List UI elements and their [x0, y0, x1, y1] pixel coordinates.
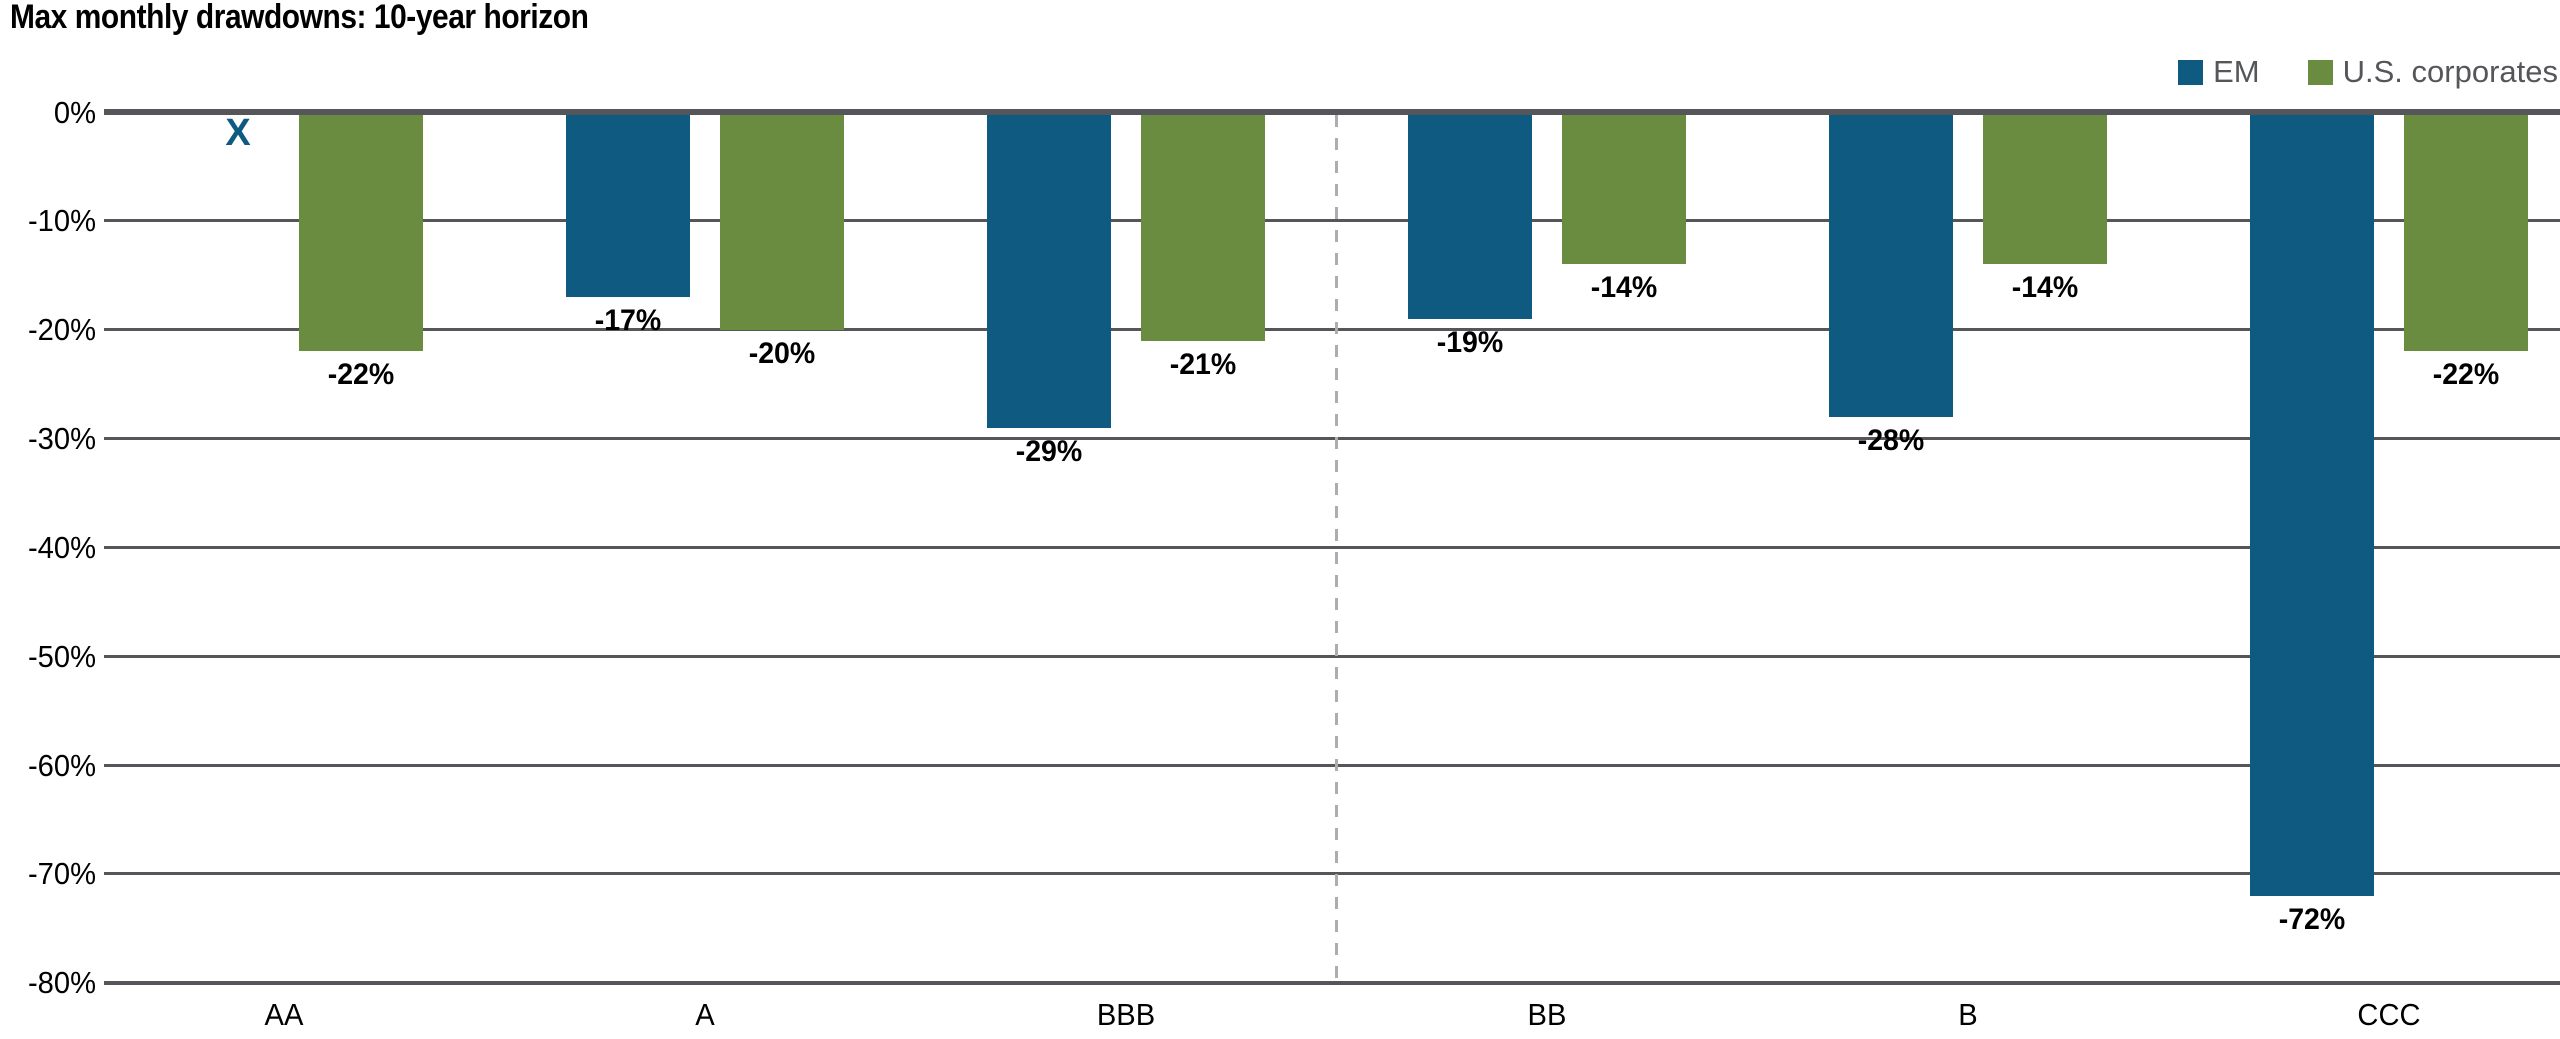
bar-label-u-s-corporates-bb: -14%	[1590, 271, 1658, 305]
y-tick-label-20: -20%	[27, 312, 97, 348]
bar-u-s-corporates-bbb	[1141, 115, 1265, 341]
x-tick-label-ccc: CCC	[2357, 997, 2421, 1032]
x-tick-label-bb: BB	[1527, 997, 1567, 1032]
bar-u-s-corporates-ccc	[2404, 115, 2528, 352]
bar-em-ccc	[2250, 115, 2374, 896]
x-tick-label-a: A	[695, 997, 715, 1032]
legend-swatch-em	[2178, 59, 2204, 85]
bar-u-s-corporates-bb	[1562, 115, 1686, 265]
y-tick-label-50: -50%	[27, 638, 97, 674]
legend-label-em: EM	[2213, 54, 2260, 89]
gridline-40	[104, 545, 2560, 549]
gridline-20	[104, 328, 2560, 332]
bar-label-em-a: -17%	[594, 304, 662, 338]
bar-em-bb	[1408, 115, 1532, 319]
bar-u-s-corporates-a	[720, 115, 844, 330]
y-tick-label-60: -60%	[27, 747, 97, 783]
gridline-70	[104, 872, 2560, 876]
gridline-0	[104, 109, 2560, 115]
bar-label-em-bbb: -29%	[1015, 434, 1083, 468]
gridline-30	[104, 437, 2560, 441]
x-tick-label-b: B	[1958, 997, 1978, 1032]
bar-u-s-corporates-b	[1983, 115, 2107, 265]
bar-label-em-bb: -19%	[1436, 325, 1504, 359]
y-tick-label-70: -70%	[27, 856, 97, 892]
gridline-50	[104, 654, 2560, 658]
y-tick-label-30: -30%	[27, 421, 97, 457]
no-data-marker-em-aa: X	[225, 112, 251, 154]
gridline-60	[104, 763, 2560, 767]
ig-hy-divider	[1335, 115, 1338, 983]
legend-item-us-corporates: U.S. corporates	[2307, 54, 2558, 90]
legend-label-us-corporates: U.S. corporates	[2342, 54, 2558, 89]
y-tick-label-80: -80%	[27, 965, 97, 1001]
bar-label-u-s-corporates-b: -14%	[2011, 271, 2079, 305]
bar-em-a	[566, 115, 690, 298]
gridline-10	[104, 219, 2560, 223]
bar-em-bbb	[987, 115, 1111, 428]
gridline-80	[104, 980, 2560, 985]
legend: EM U.S. corporates	[2178, 54, 2558, 90]
bar-label-em-b: -28%	[1857, 423, 1925, 457]
y-tick-label-0: 0%	[53, 94, 96, 130]
bar-label-u-s-corporates-ccc: -22%	[2432, 358, 2500, 392]
bar-label-u-s-corporates-a: -20%	[748, 336, 816, 370]
x-tick-label-bbb: BBB	[1096, 997, 1156, 1032]
chart-title: Max monthly drawdowns: 10-year horizon	[10, 0, 589, 36]
bar-label-u-s-corporates-aa: -22%	[327, 358, 395, 392]
x-tick-label-aa: AA	[264, 997, 304, 1032]
bar-label-em-ccc: -72%	[2278, 902, 2346, 936]
bar-em-b	[1829, 115, 1953, 417]
legend-item-em: EM	[2178, 54, 2260, 90]
y-tick-label-40: -40%	[27, 529, 97, 565]
y-tick-label-10: -10%	[27, 203, 97, 239]
legend-swatch-us-corporates	[2307, 59, 2333, 85]
bar-label-u-s-corporates-bbb: -21%	[1169, 347, 1237, 381]
bar-u-s-corporates-aa	[299, 115, 423, 352]
